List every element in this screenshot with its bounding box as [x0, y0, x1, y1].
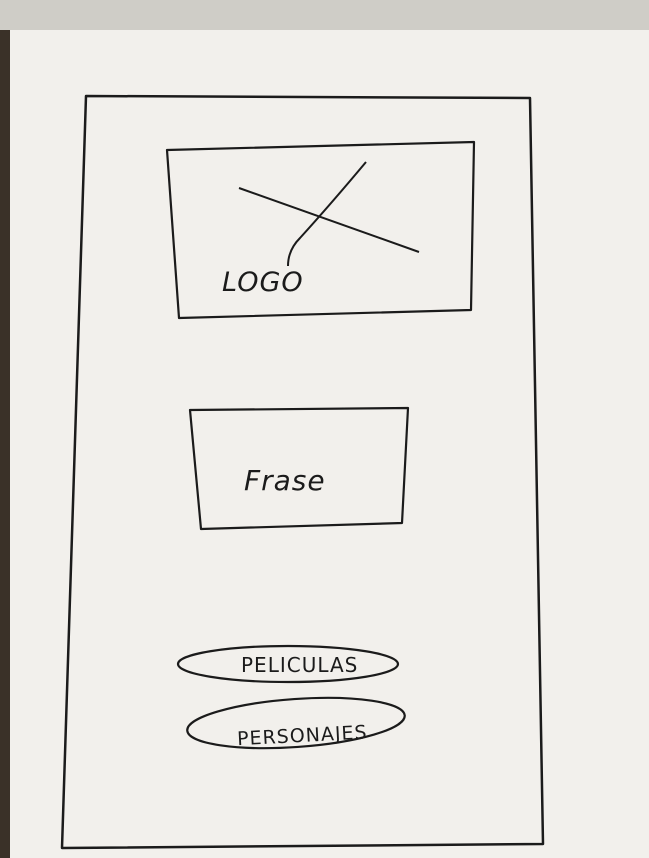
logo-placeholder: LOGO	[165, 140, 476, 320]
peliculas-button[interactable]: PELICULAS	[176, 644, 400, 684]
phrase-box: Frase	[188, 406, 410, 531]
personajes-button-label[interactable]: PERSONAJES	[237, 721, 369, 750]
logo-cross-line-2	[287, 161, 367, 267]
phrase-label: Frase	[244, 464, 326, 497]
logo-cross-line-1	[238, 187, 420, 253]
personajes-button[interactable]: PERSONAJES	[186, 691, 407, 754]
phone-frame	[60, 94, 545, 850]
logo-box	[165, 140, 476, 320]
peliculas-button-outline[interactable]	[176, 644, 400, 684]
personajes-button-outline[interactable]	[186, 691, 407, 754]
peliculas-button-label[interactable]: PELICULAS	[241, 653, 358, 677]
phrase-frame	[188, 406, 410, 531]
logo-label: LOGO	[222, 267, 304, 298]
table-edge	[0, 30, 10, 858]
